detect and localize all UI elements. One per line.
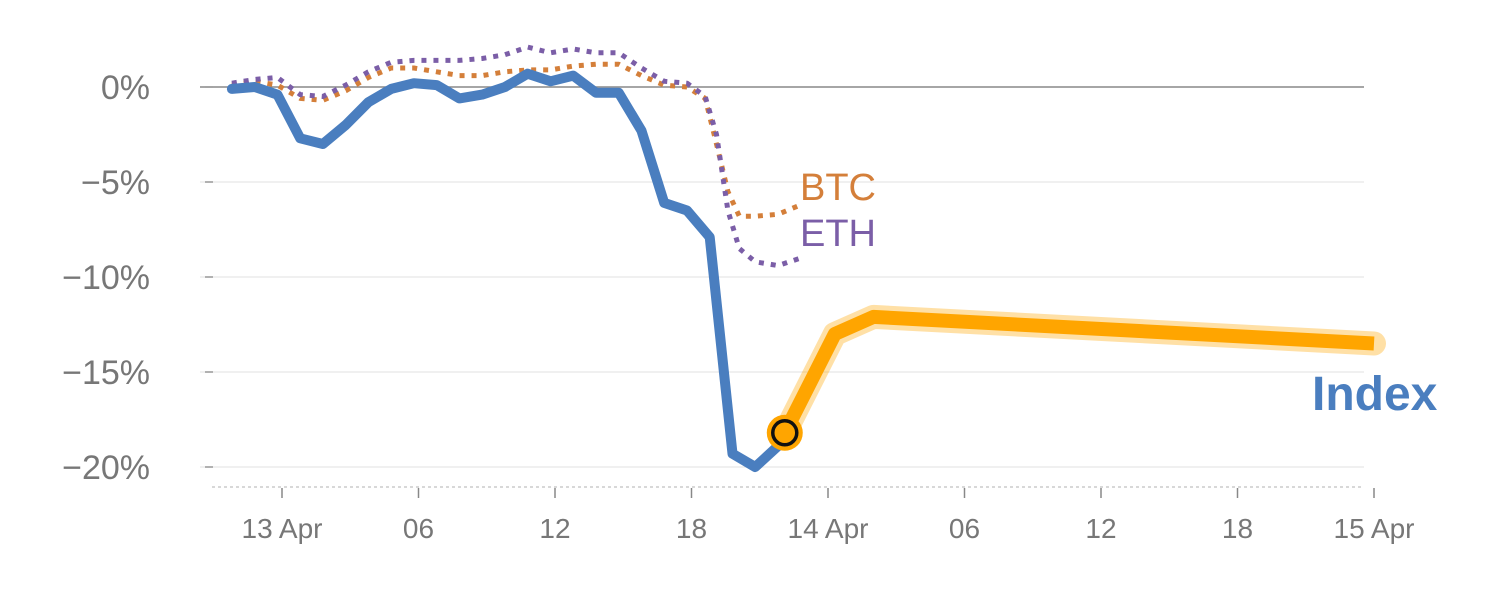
y-tick-label: −10%	[62, 259, 150, 297]
y-tick-label: −15%	[62, 354, 150, 392]
series-lines	[226, 44, 1386, 472]
index-line	[226, 68, 790, 472]
x-tick-label: 15 Apr	[1334, 513, 1415, 544]
x-axis: 13 Apr 06 12 18 14 Apr 06 12 18 15 Apr	[212, 486, 1415, 544]
x-tick-label: 12	[539, 513, 570, 544]
x-tick-label: 18	[676, 513, 707, 544]
btc-label: BTC	[800, 167, 876, 209]
index-label: Index	[1312, 368, 1438, 421]
y-tick-label: −5%	[81, 164, 150, 202]
x-tick-label: 06	[403, 513, 434, 544]
marker-ring	[771, 419, 799, 447]
eth-label: ETH	[800, 213, 876, 255]
x-tick-label: 14 Apr	[788, 513, 869, 544]
x-tick-label: 18	[1222, 513, 1253, 544]
x-tick-label: 13 Apr	[242, 513, 323, 544]
y-axis-ticks: 0% −5% −10% −15% −20%	[62, 69, 213, 487]
y-tick-label: 0%	[101, 69, 150, 107]
y-tick-label: −20%	[62, 449, 150, 487]
forecast-line	[778, 309, 1375, 436]
x-tick-label: 12	[1085, 513, 1116, 544]
x-tick-label: 06	[949, 513, 980, 544]
gridlines	[200, 86, 1364, 468]
eth-line	[231, 44, 802, 269]
series-labels: BTC ETH Index	[800, 167, 1438, 421]
